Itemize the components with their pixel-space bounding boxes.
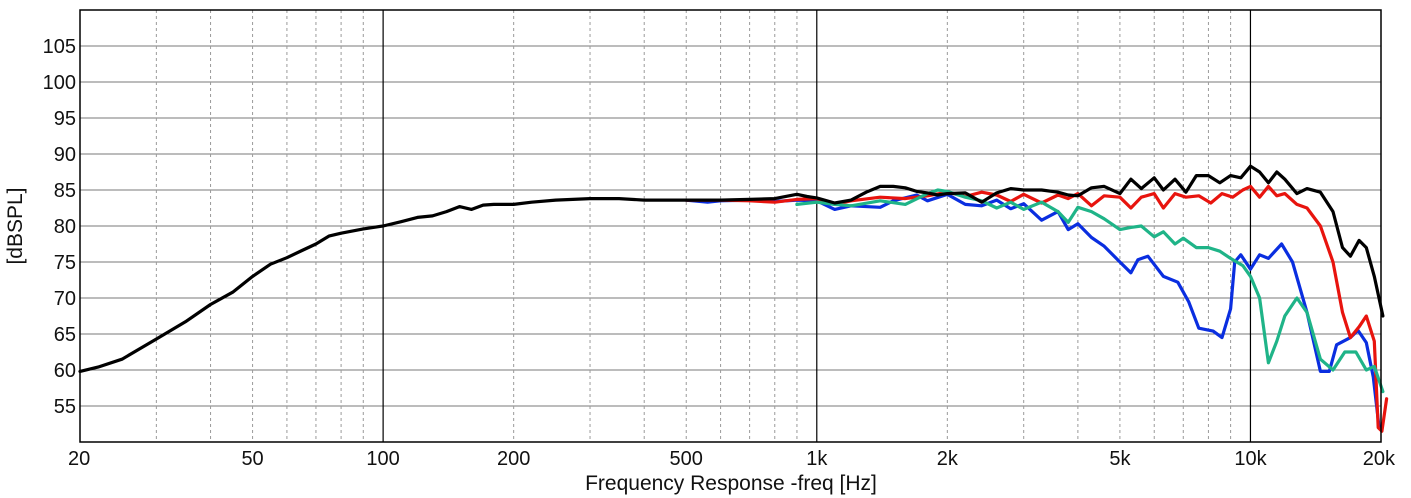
series-line-3 bbox=[795, 188, 1385, 394]
grid-lines bbox=[80, 10, 1381, 442]
y-tick-label: 60 bbox=[54, 360, 76, 382]
x-tick-label: 100 bbox=[366, 448, 399, 470]
data-series bbox=[78, 164, 1389, 433]
series-line-1 bbox=[684, 192, 1381, 430]
plot-frame bbox=[79, 9, 1382, 443]
y-tick-label: 70 bbox=[54, 288, 76, 310]
y-tick-label: 90 bbox=[54, 144, 76, 166]
x-tick-label: 10k bbox=[1234, 448, 1267, 470]
x-tick-label: 500 bbox=[670, 448, 703, 470]
y-tick-label: 105 bbox=[43, 36, 76, 58]
x-tick-label: 200 bbox=[497, 448, 530, 470]
x-tick-labels: 20 50 100 200 500 1k 2k 5k 10k 20k bbox=[68, 448, 1396, 470]
y-tick-label: 100 bbox=[43, 72, 76, 94]
x-tick-label: 2k bbox=[937, 448, 959, 470]
x-tick-label: 50 bbox=[241, 448, 263, 470]
y-tick-label: 65 bbox=[54, 324, 76, 346]
series-line-2 bbox=[684, 184, 1389, 433]
y-tick-label: 95 bbox=[54, 108, 76, 130]
x-tick-label: 20 bbox=[68, 448, 90, 470]
y-tick-label: 55 bbox=[54, 396, 76, 418]
x-tick-label: 20k bbox=[1363, 448, 1396, 470]
x-tick-label: 1k bbox=[806, 448, 828, 470]
y-tick-label: 80 bbox=[54, 216, 76, 238]
y-tick-label: 75 bbox=[54, 252, 76, 274]
x-tick-label: 5k bbox=[1109, 448, 1131, 470]
series-line-4 bbox=[78, 164, 1385, 373]
y-tick-label: 85 bbox=[54, 180, 76, 202]
y-axis-label: [dBSPL] bbox=[4, 187, 27, 264]
x-axis-label: Frequency Response -freq [Hz] bbox=[585, 472, 877, 495]
y-tick-labels: 55 60 65 70 75 80 85 90 95 100 105 bbox=[43, 36, 76, 418]
